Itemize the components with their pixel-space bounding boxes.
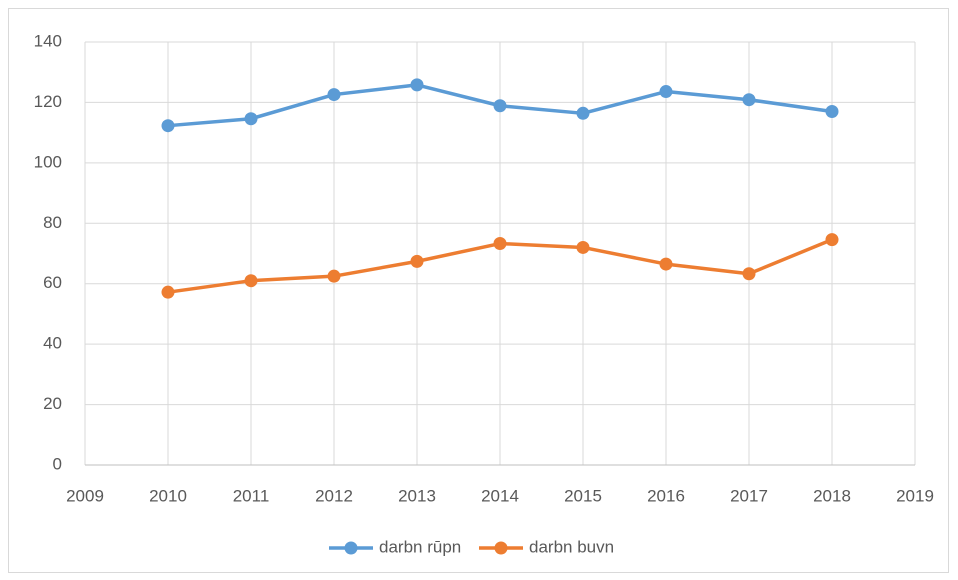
point — [327, 88, 341, 102]
point — [493, 237, 507, 251]
y-tick-label: 140 — [34, 31, 62, 50]
point — [410, 78, 424, 92]
x-tick-label: 2012 — [315, 486, 353, 505]
point — [161, 119, 175, 133]
point — [659, 85, 673, 99]
point — [244, 274, 258, 288]
x-tick-label: 2017 — [730, 486, 768, 505]
x-tick-label: 2015 — [564, 486, 602, 505]
y-tick-label: 80 — [43, 213, 62, 232]
point — [742, 267, 756, 281]
y-tick-label: 60 — [43, 273, 62, 292]
point — [742, 93, 756, 107]
legend-label: darbn buvn — [529, 537, 614, 556]
point — [327, 269, 341, 283]
y-tick-label: 40 — [43, 334, 62, 353]
x-tick-label: 2013 — [398, 486, 436, 505]
point — [576, 240, 590, 254]
point — [659, 257, 673, 271]
point — [161, 285, 175, 299]
point — [493, 99, 507, 113]
x-tick-label: 2014 — [481, 486, 519, 505]
x-tick-label: 2011 — [233, 486, 270, 505]
x-tick-label: 2009 — [66, 486, 104, 505]
point — [825, 104, 839, 118]
y-tick-label: 20 — [43, 394, 62, 413]
point — [825, 233, 839, 247]
legend-marker — [494, 541, 508, 555]
legend-marker — [344, 541, 358, 555]
point — [576, 106, 590, 120]
y-tick-label: 0 — [53, 454, 62, 473]
legend-label: darbn rūpn — [379, 537, 461, 556]
x-tick-label: 2016 — [647, 486, 685, 505]
y-tick-label: 100 — [34, 152, 62, 171]
point — [244, 112, 258, 126]
y-tick-label: 120 — [34, 92, 62, 111]
x-tick-label: 2018 — [813, 486, 851, 505]
x-tick-label: 2010 — [149, 486, 187, 505]
x-tick-label: 2019 — [896, 486, 934, 505]
point — [410, 254, 424, 268]
